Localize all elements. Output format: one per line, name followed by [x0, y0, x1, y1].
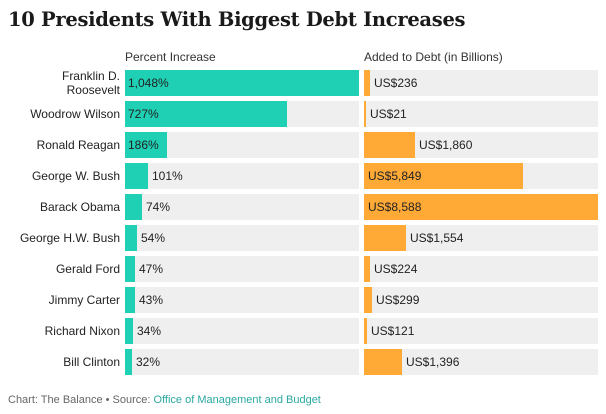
- percent-value-label: 43%: [139, 293, 164, 307]
- president-label-line: Bill Clinton: [63, 355, 120, 369]
- president-label-line: Woodrow Wilson: [30, 107, 120, 121]
- percent-bar: [125, 194, 142, 220]
- percent-value-label: 186%: [128, 138, 159, 152]
- chart-footer: Chart: The Balance • Source: Office of M…: [8, 394, 321, 406]
- president-label-text: Franklin D. Roosevelt: [62, 69, 120, 97]
- debt-bar: [364, 225, 406, 251]
- percent-value-label: 34%: [137, 324, 162, 338]
- percent-bar: [125, 287, 135, 313]
- president-label: Gerald Ford: [5, 256, 120, 282]
- president-label: Ronald Reagan: [5, 132, 120, 158]
- percent-value-label: 74%: [146, 200, 171, 214]
- debt-bar: [364, 194, 598, 220]
- president-label-line: George H.W. Bush: [19, 231, 120, 245]
- percent-bar: [125, 318, 133, 344]
- debt-column-header: Added to Debt (in Billions): [364, 50, 503, 64]
- president-label: Richard Nixon: [5, 318, 120, 344]
- percent-column-header: Percent Increase: [125, 50, 216, 64]
- president-label-text: Jimmy Carter: [49, 293, 120, 307]
- debt-bar: [364, 349, 402, 375]
- percent-track: [125, 287, 359, 313]
- debt-value-label: US$121: [371, 324, 415, 338]
- debt-bar: [364, 132, 415, 158]
- debt-bar: [364, 163, 523, 189]
- president-label-text: George H.W. Bush: [20, 231, 120, 245]
- percent-track: [125, 318, 359, 344]
- percent-value-label: 32%: [136, 355, 161, 369]
- president-label: George H.W. Bush: [5, 225, 120, 251]
- source-link[interactable]: Office of Management and Budget: [153, 394, 321, 406]
- president-label-line: Franklin D.: [61, 69, 120, 83]
- president-label: Barack Obama: [5, 194, 120, 220]
- president-label-text: Woodrow Wilson: [30, 107, 120, 121]
- percent-value-label: 101%: [152, 169, 183, 183]
- percent-track: [125, 225, 359, 251]
- footer-prefix: Chart: The Balance • Source:: [8, 394, 154, 406]
- percent-bar: [125, 256, 135, 282]
- percent-track: [125, 194, 359, 220]
- debt-track: [364, 318, 598, 344]
- percent-bar: [125, 163, 148, 189]
- president-label-text: Richard Nixon: [45, 324, 120, 338]
- percent-bar: [125, 70, 359, 96]
- president-label-line: Barack Obama: [39, 200, 120, 214]
- debt-bar: [364, 318, 367, 344]
- percent-bar: [125, 101, 287, 127]
- percent-value-label: 47%: [139, 262, 164, 276]
- percent-bar: [125, 132, 167, 158]
- debt-track: [364, 70, 598, 96]
- debt-bar: [364, 70, 370, 96]
- chart-title: 10 Presidents With Biggest Debt Increase…: [8, 8, 466, 31]
- debt-value-label: US$21: [370, 107, 407, 121]
- debt-bar: [364, 101, 366, 127]
- president-label-text: Ronald Reagan: [37, 138, 120, 152]
- president-label-text: George W. Bush: [32, 169, 120, 183]
- president-label-line: Jimmy Carter: [48, 293, 120, 307]
- percent-value-label: 54%: [141, 231, 166, 245]
- percent-value-label: 1,048%: [128, 76, 169, 90]
- debt-value-label: US$5,849: [368, 169, 422, 183]
- president-label: Woodrow Wilson: [5, 101, 120, 127]
- president-label-text: Bill Clinton: [63, 355, 120, 369]
- debt-track: [364, 101, 598, 127]
- debt-track: [364, 287, 598, 313]
- debt-track: [364, 349, 598, 375]
- president-label-line: Ronald Reagan: [36, 138, 120, 152]
- debt-value-label: US$8,588: [368, 200, 422, 214]
- president-label-line: Gerald Ford: [55, 262, 120, 276]
- debt-value-label: US$299: [376, 293, 420, 307]
- debt-track: [364, 256, 598, 282]
- percent-bar: [125, 349, 132, 375]
- percent-track: [125, 349, 359, 375]
- president-label: George W. Bush: [5, 163, 120, 189]
- president-label-text: Gerald Ford: [56, 262, 120, 276]
- debt-value-label: US$224: [374, 262, 418, 276]
- percent-value-label: 727%: [128, 107, 159, 121]
- debt-bar: [364, 287, 372, 313]
- president-label: Franklin D. Roosevelt: [5, 69, 120, 97]
- debt-value-label: US$1,396: [406, 355, 460, 369]
- percent-track: [125, 256, 359, 282]
- president-label-line: Roosevelt: [66, 83, 120, 97]
- percent-track: [125, 163, 359, 189]
- debt-value-label: US$236: [374, 76, 418, 90]
- president-label: Bill Clinton: [5, 349, 120, 375]
- president-label-text: Barack Obama: [40, 200, 120, 214]
- president-label-line: Richard Nixon: [44, 324, 120, 338]
- debt-value-label: US$1,554: [410, 231, 464, 245]
- debt-value-label: US$1,860: [419, 138, 473, 152]
- debt-bar: [364, 256, 370, 282]
- president-label-line: George W. Bush: [31, 169, 120, 183]
- percent-bar: [125, 225, 137, 251]
- president-label: Jimmy Carter: [5, 287, 120, 313]
